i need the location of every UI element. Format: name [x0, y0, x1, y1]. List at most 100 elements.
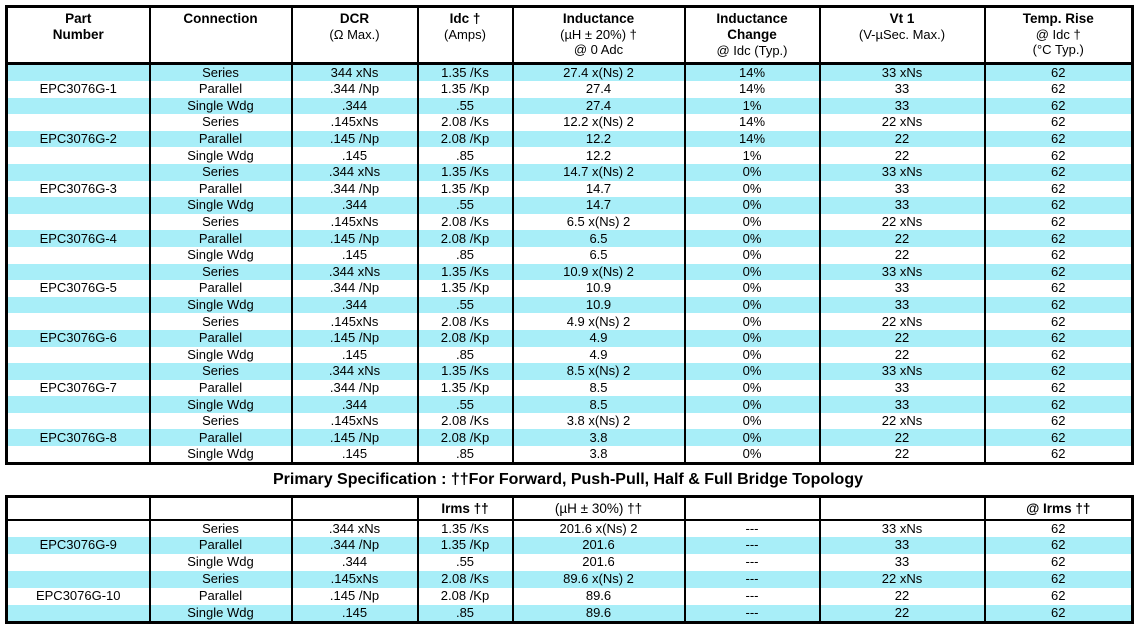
connection-cell: Single Wdg: [148, 97, 293, 115]
connection-cell: Parallel: [148, 81, 293, 98]
dcr-cell: .145xNs: [290, 412, 419, 430]
vt-cell: 22 xNs: [818, 114, 986, 131]
dcr-cell: .145: [290, 246, 419, 264]
connection-cell: Parallel: [148, 180, 293, 198]
col-header-inductance-change: Inductance Change @ Idc (Typ.): [683, 6, 821, 65]
spec-row: EPC3076G-3 Parallel .344 /Np 1.35 /Kp 14.7 0%…: [5, 180, 1134, 198]
col-header-idc: Idc † (Amps): [416, 6, 514, 65]
part-number-cell: [5, 604, 151, 623]
part-number-cell: [5, 313, 151, 330]
inductance-cell: 89.6: [511, 604, 686, 623]
vt-cell: 22 xNs: [818, 313, 986, 330]
connection-cell: Parallel: [148, 429, 293, 447]
connection-cell: Series: [148, 519, 293, 537]
idc-cell: .55: [416, 97, 514, 115]
inductance-change-cell: 0%: [683, 180, 821, 198]
idc-cell: .55: [416, 296, 514, 314]
temp-rise-cell: 62: [983, 213, 1134, 231]
temp-rise-cell: 62: [983, 147, 1134, 164]
inductance-cell: 8.5: [511, 379, 686, 397]
connection-cell: Series: [148, 263, 293, 281]
dcr-cell: .145: [290, 147, 419, 164]
connection-cell: Series: [148, 163, 293, 181]
dcr-cell: 344 xNs: [290, 63, 419, 81]
dcr-cell: .344 /Np: [290, 379, 419, 397]
idc-cell: 1.35 /Kp: [416, 280, 514, 297]
temp-rise-cell: 62: [983, 553, 1134, 571]
inductance-change-cell: 14%: [683, 81, 821, 98]
idc-cell: .55: [416, 553, 514, 571]
connection-cell: Single Wdg: [148, 296, 293, 314]
idc-cell: .85: [416, 246, 514, 264]
inductance-cell: 10.9 x(Ns) 2: [511, 263, 686, 281]
part-number-cell: [5, 412, 151, 430]
connection-cell: Series: [148, 363, 293, 380]
dcr-cell: .344 /Np: [290, 280, 419, 297]
inductance-cell: 6.5 x(Ns) 2: [511, 213, 686, 231]
dcr-cell: .145 /Np: [290, 587, 419, 605]
spec-row: Series .344 xNs 1.35 /Ks 10.9 x(Ns) 2 0% 33 x…: [5, 263, 1134, 281]
temp-rise-cell: 62: [983, 63, 1134, 81]
inductance-cell: 10.9: [511, 296, 686, 314]
primary-specification-heading: Primary Specification : ††For Forward, P…: [5, 465, 1131, 496]
temp-rise-cell: 62: [983, 396, 1134, 413]
temp-rise-cell: 62: [983, 130, 1134, 148]
temp-rise-cell: 62: [983, 329, 1134, 347]
spec-row: Single Wdg .145.85 3.8 0% 22 62: [5, 446, 1134, 464]
spec-row: Single Wdg .145.85 89.6 --- 22 62: [5, 604, 1134, 623]
idc-cell: .85: [416, 346, 514, 364]
spec-row: EPC3076G-10 Parallel .145 /Np 2.08 /Kp 89.6-…: [5, 587, 1134, 605]
idc-cell: 1.35 /Ks: [416, 363, 514, 380]
inductance-change-cell: 0%: [683, 379, 821, 397]
temp-rise-cell: 62: [983, 379, 1134, 397]
vt-cell: 33: [818, 379, 986, 397]
inductance-change-cell: ---: [683, 587, 821, 605]
connection-cell: Parallel: [148, 379, 293, 397]
vt-cell: 33 xNs: [818, 163, 986, 181]
connection-cell: Single Wdg: [148, 197, 293, 214]
spec-row: Series .145xNs 2.08 /Ks 6.5 x(Ns) 2 0% 22 xNs…: [5, 213, 1134, 231]
part-number-cell: [5, 296, 151, 314]
connection-cell: Parallel: [148, 536, 293, 554]
temp-rise-cell: 62: [983, 587, 1134, 605]
vt-cell: 22: [818, 329, 986, 347]
inductance-change-cell: 1%: [683, 147, 821, 164]
vt-cell: 33: [818, 396, 986, 413]
dcr-cell: .344 /Np: [290, 81, 419, 98]
idc-cell: 2.08 /Ks: [416, 114, 514, 131]
spec-row: Series .145xNs 2.08 /Ks 89.6 x(Ns) 2 --- 22 x…: [5, 570, 1134, 588]
temp-rise-cell: 62: [983, 280, 1134, 297]
spec-row: EPC3076G-5 Parallel .344 /Np 1.35 /Kp 10.9 0%…: [5, 280, 1134, 297]
dcr-cell: .145xNs: [290, 570, 419, 588]
temp-rise-cell: 62: [983, 412, 1134, 430]
vt-cell: 33: [818, 180, 986, 198]
inductance-cell: 201.6 x(Ns) 2: [511, 519, 686, 537]
spec-row: EPC3076G-1 Parallel .344 /Np 1.35 /Kp 27.4 14…: [5, 81, 1134, 98]
vt-cell: 22 xNs: [818, 213, 986, 231]
dcr-cell: .145xNs: [290, 313, 419, 330]
dcr-cell: .145: [290, 604, 419, 623]
inductance-change-cell: 0%: [683, 230, 821, 247]
vt-cell: 33 xNs: [818, 519, 986, 537]
part-number-cell: EPC3076G-8: [5, 429, 151, 447]
subheader-empty-vt: [818, 496, 986, 521]
part-number-cell: [5, 147, 151, 164]
connection-cell: Parallel: [148, 329, 293, 347]
idc-cell: 2.08 /Ks: [416, 570, 514, 588]
inductance-cell: 12.2: [511, 130, 686, 148]
part-number-cell: EPC3076G-7: [5, 379, 151, 397]
inductance-cell: 14.7: [511, 197, 686, 214]
inductance-change-cell: 0%: [683, 412, 821, 430]
connection-cell: Single Wdg: [148, 246, 293, 264]
idc-cell: 1.35 /Kp: [416, 180, 514, 198]
spec-row: Single Wdg .344.55 10.9 0% 33 62: [5, 296, 1134, 314]
inductance-cell: 6.5: [511, 230, 686, 247]
inductance-change-cell: 0%: [683, 246, 821, 264]
connection-cell: Parallel: [148, 130, 293, 148]
col-header-title: Temp. Rise: [1022, 11, 1094, 26]
inductance-change-cell: 1%: [683, 97, 821, 115]
vt-cell: 33: [818, 280, 986, 297]
vt-cell: 22: [818, 604, 986, 623]
subheader-empty-dcr: [290, 496, 419, 521]
inductance-cell: 27.4: [511, 81, 686, 98]
